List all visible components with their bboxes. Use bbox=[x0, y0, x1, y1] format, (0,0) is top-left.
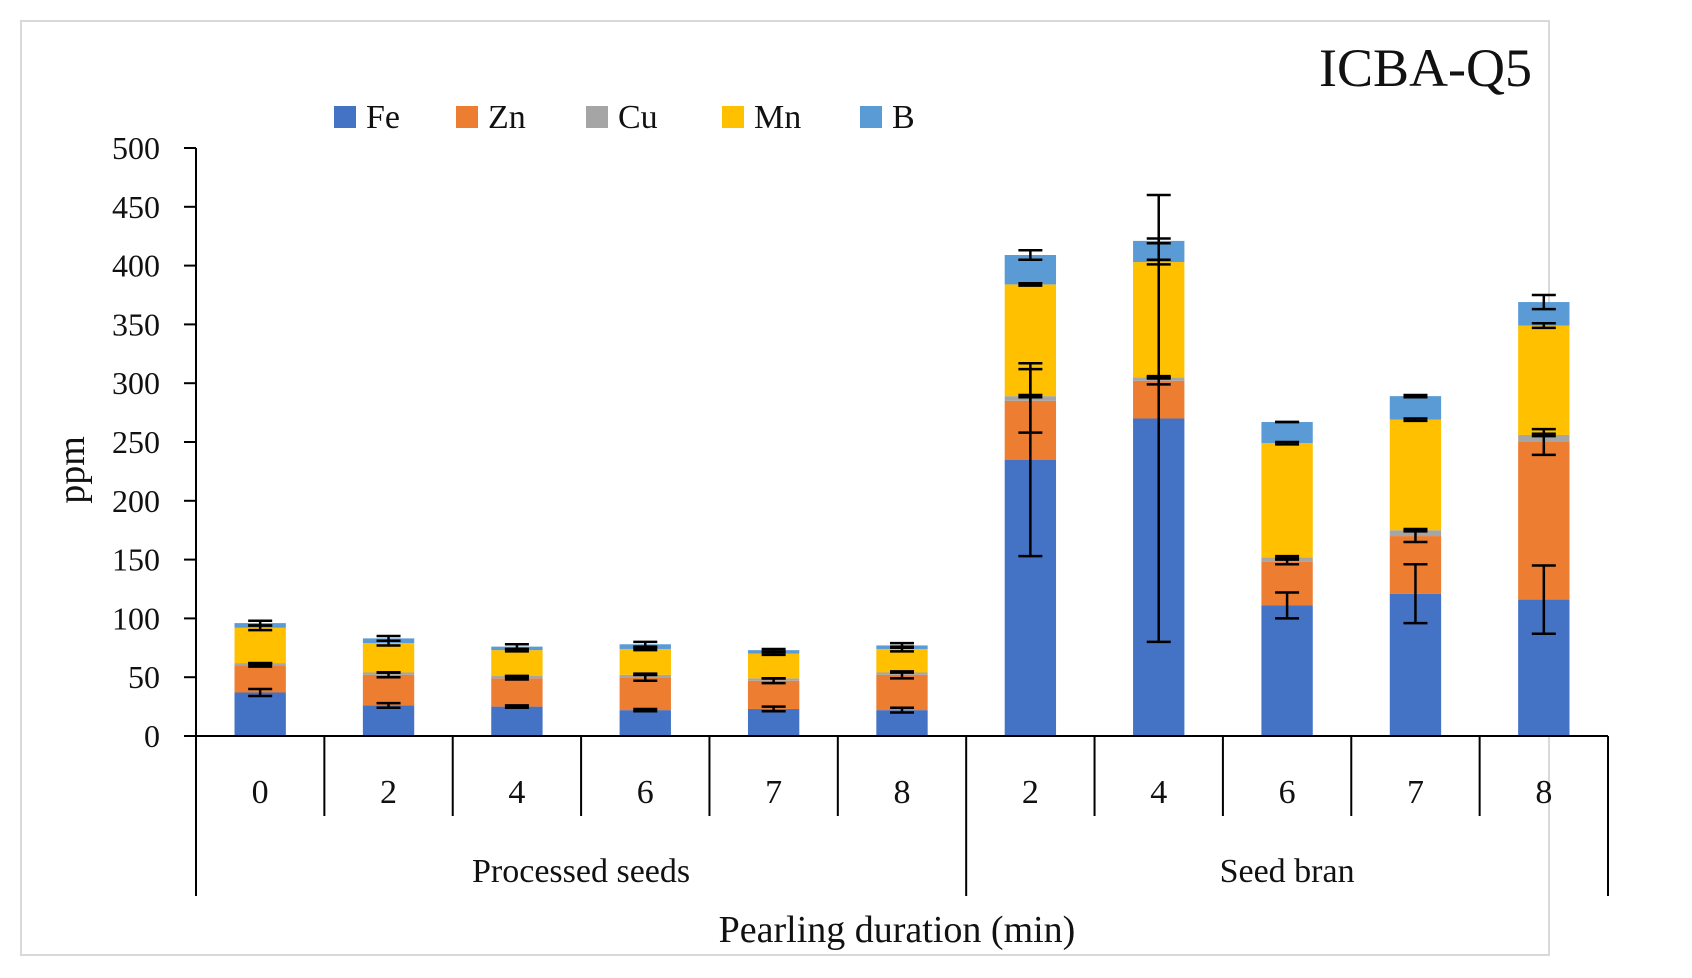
bar-segment-b bbox=[1389, 396, 1442, 420]
axes: 0 50 100 150 200 250 300 350 400 450 500 bbox=[112, 130, 197, 754]
bar-segment-mn bbox=[1389, 419, 1442, 531]
x-tick-label: 7 bbox=[765, 774, 782, 811]
y-tick-label: 150 bbox=[112, 542, 160, 578]
bar-segment-fe bbox=[876, 710, 928, 736]
bars bbox=[234, 240, 1570, 736]
legend-label-cu: Cu bbox=[618, 99, 658, 136]
x-tick-label: 6 bbox=[637, 774, 654, 811]
y-tick-label: 200 bbox=[112, 483, 160, 519]
x-tick-label: 8 bbox=[1535, 774, 1552, 811]
y-tick-label: 450 bbox=[112, 189, 160, 225]
bar-segment-zn bbox=[747, 680, 800, 709]
bar-segment-fe bbox=[491, 706, 543, 736]
x-tick-label: 8 bbox=[894, 774, 911, 811]
y-tick-label: 100 bbox=[112, 600, 160, 636]
bar-segment-fe bbox=[619, 710, 671, 736]
bar-segment-zn bbox=[876, 674, 928, 711]
bar-segment-mn bbox=[1518, 325, 1570, 435]
legend-swatch-fe bbox=[334, 106, 356, 128]
x-axis-label: Pearling duration (min) bbox=[719, 909, 1076, 951]
bar-segment-b bbox=[1518, 302, 1570, 326]
bar-segment-fe bbox=[362, 705, 415, 736]
bar-segment-mn bbox=[876, 648, 928, 673]
legend-swatch-mn bbox=[722, 106, 744, 128]
bar-segment-zn bbox=[491, 678, 543, 707]
x-tick-label: 4 bbox=[508, 774, 525, 811]
bar-segment-mn bbox=[619, 648, 671, 675]
y-tick-label: 300 bbox=[112, 365, 160, 401]
x-tick-label: 2 bbox=[380, 774, 397, 811]
x-tick-label: 0 bbox=[252, 774, 269, 811]
x-tick-label: 2 bbox=[1022, 774, 1039, 811]
legend: Fe Zn Cu Mn B bbox=[334, 99, 915, 136]
y-tick-label: 350 bbox=[112, 306, 160, 342]
x-group-label: Seed bran bbox=[1220, 853, 1355, 890]
bar-segment-fe bbox=[747, 708, 800, 736]
bar-segment-mn bbox=[234, 627, 286, 664]
bar-segment-mn bbox=[747, 653, 800, 679]
x-tick-label: 6 bbox=[1279, 774, 1296, 811]
bar-segment-b bbox=[1261, 422, 1313, 444]
x-categories: 0 2 4 6 7 8 2 4 6 7 8 Processed seeds Seed bran bbox=[195, 735, 1609, 896]
bar-segment-fe bbox=[1261, 605, 1313, 736]
y-axis-label: ppm bbox=[51, 436, 93, 504]
x-group-label: Processed seeds bbox=[472, 853, 690, 890]
bar-segment-mn bbox=[362, 643, 415, 673]
y-tick-label: 400 bbox=[112, 248, 160, 284]
y-tick-label: 50 bbox=[128, 659, 160, 695]
x-tick-label: 4 bbox=[1150, 774, 1167, 811]
legend-swatch-cu bbox=[586, 106, 608, 128]
y-tick-label: 500 bbox=[112, 130, 160, 166]
bar-segment-fe bbox=[234, 692, 286, 736]
legend-swatch-zn bbox=[456, 106, 478, 128]
legend-label-fe: Fe bbox=[366, 99, 400, 136]
legend-label-mn: Mn bbox=[754, 99, 801, 136]
legend-label-b: B bbox=[892, 99, 915, 136]
x-tick-label: 7 bbox=[1407, 774, 1424, 811]
legend-swatch-b bbox=[860, 106, 882, 128]
chart-title: ICBA-Q5 bbox=[1319, 38, 1532, 98]
bar-segment-mn bbox=[491, 650, 543, 677]
y-tick-label: 0 bbox=[144, 718, 160, 754]
bar-segment-zn bbox=[619, 677, 671, 711]
legend-label-zn: Zn bbox=[488, 99, 526, 136]
error-bars bbox=[248, 193, 1556, 714]
bar-segment-zn bbox=[362, 674, 415, 706]
y-tick-label: 250 bbox=[112, 424, 160, 460]
bar-segment-mn bbox=[1261, 443, 1313, 558]
